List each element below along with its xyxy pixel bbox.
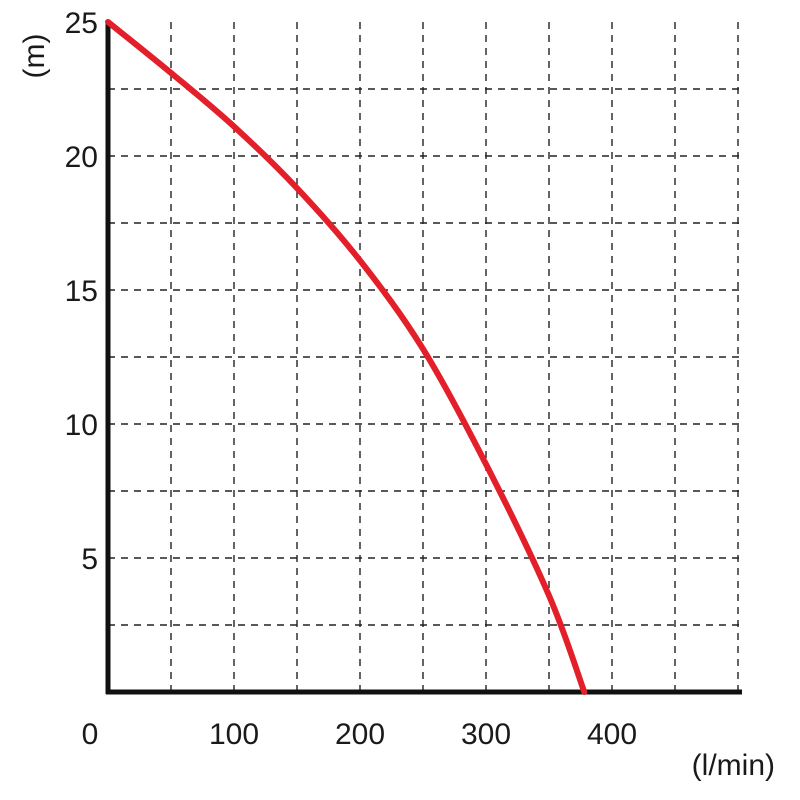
pump-curve-line [105,19,588,695]
x-tick-label: 400 [587,718,637,751]
x-tick-label: 200 [335,718,385,751]
y-tick-label: 10 [65,409,98,442]
x-axis-label: (l/min) [692,749,775,782]
y-tick-label: 15 [65,275,98,308]
y-tick-label: 20 [65,141,98,174]
y-tick-label: 5 [81,543,98,576]
axes [105,20,742,695]
tick-labels: 0 100 200 300 400 5 10 15 20 25 [65,7,637,751]
y-axis-label: (m) [18,34,51,79]
x-tick-label: 0 [82,718,99,751]
y-tick-label: 25 [65,7,98,40]
series-layer [105,19,588,695]
x-tick-label: 300 [461,718,511,751]
x-tick-label: 100 [209,718,259,751]
